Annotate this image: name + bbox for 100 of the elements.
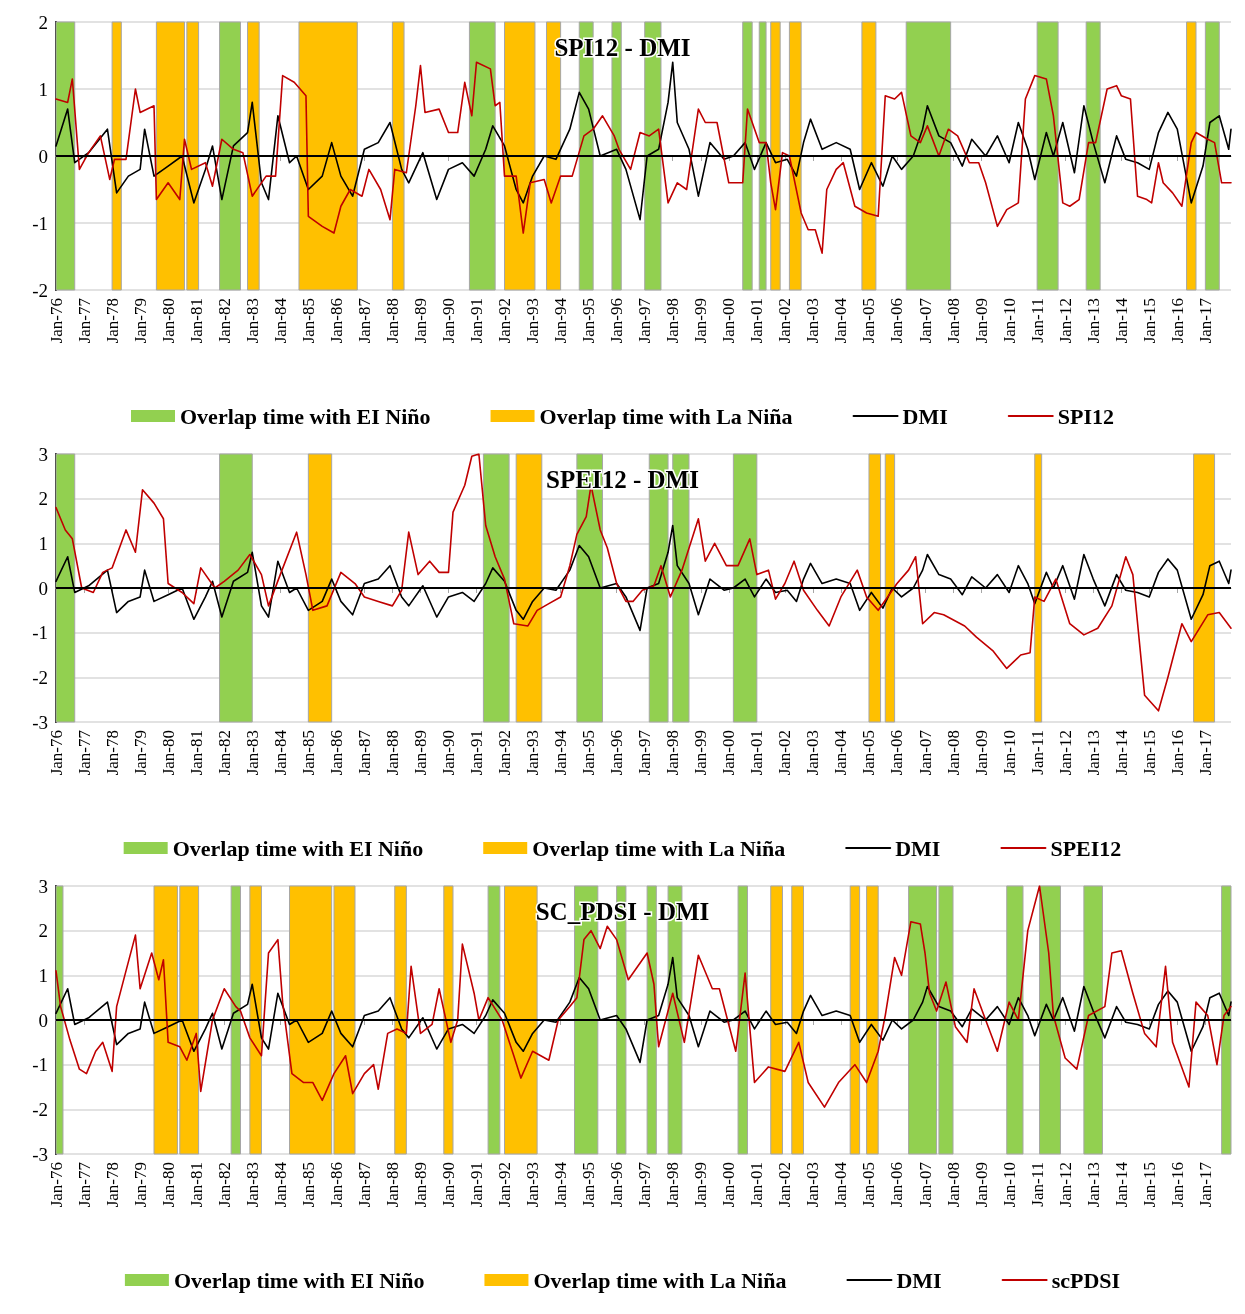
x-tick-label: Jan-92 bbox=[495, 298, 515, 344]
x-tick-label: Jan-04 bbox=[831, 729, 851, 776]
x-tick-label: Jan-91 bbox=[467, 298, 486, 344]
x-tick-label: Jan-87 bbox=[354, 1161, 374, 1208]
x-tick-label: Jan-06 bbox=[887, 730, 907, 776]
x-tick-label: Jan-78 bbox=[102, 298, 122, 344]
x-tick-label: Jan-89 bbox=[410, 298, 430, 344]
x-tick-label: Jan-92 bbox=[495, 730, 515, 776]
x-tick-label: Jan-79 bbox=[130, 1162, 150, 1208]
x-tick-label: Jan-77 bbox=[74, 297, 94, 344]
x-tick-label: Jan-97 bbox=[635, 729, 655, 776]
x-tick-label: Jan-10 bbox=[999, 1162, 1019, 1208]
x-tick-label: Jan-99 bbox=[691, 298, 711, 344]
x-tick-label: Jan-96 bbox=[607, 1162, 627, 1208]
x-tick-label: Jan-86 bbox=[326, 730, 346, 776]
x-tick-label: Jan-88 bbox=[382, 730, 402, 776]
legend-label: scPDSI bbox=[1051, 1267, 1121, 1293]
x-tick-label: Jan-98 bbox=[663, 298, 683, 344]
x-tick-label: Jan-87 bbox=[354, 297, 374, 344]
y-tick-label: 3 bbox=[38, 875, 48, 897]
x-tick-label: Jan-85 bbox=[298, 730, 318, 776]
x-tick-label: Jan-93 bbox=[523, 730, 543, 776]
x-tick-label: Jan-13 bbox=[1083, 730, 1103, 776]
x-tick-label: Jan-83 bbox=[242, 298, 262, 344]
x-tick-label: Jan-91 bbox=[467, 1162, 486, 1208]
x-tick-label: Jan-81 bbox=[186, 730, 206, 776]
legend-label: DMI bbox=[895, 835, 941, 861]
x-tick-label: Jan-11 bbox=[1027, 730, 1047, 775]
x-tick-label: Jan-17 bbox=[1195, 297, 1215, 344]
x-tick-label: Jan-78 bbox=[102, 1162, 122, 1208]
line-series bbox=[55, 885, 1232, 1108]
x-tick-label: Jan-09 bbox=[971, 1162, 991, 1208]
x-tick-label: Jan-09 bbox=[971, 298, 991, 344]
x-tick-label: Jan-04 bbox=[831, 1161, 851, 1208]
line-series bbox=[55, 956, 1232, 1064]
x-tick-label: Jan-88 bbox=[382, 1162, 402, 1208]
x-tick-label: Jan-81 bbox=[186, 1162, 206, 1208]
y-tick-label: -1 bbox=[32, 1054, 48, 1076]
x-tick-label: Jan-76 bbox=[46, 1162, 66, 1208]
x-tick-label: Jan-76 bbox=[46, 730, 66, 776]
x-tick-label: Jan-14 bbox=[1111, 1161, 1131, 1208]
y-tick-label: 1 bbox=[38, 532, 48, 554]
y-tick-label: -2 bbox=[32, 1098, 48, 1120]
y-tick-label: 1 bbox=[38, 964, 48, 986]
line-series bbox=[55, 453, 1232, 712]
x-tick-label: Jan-78 bbox=[102, 730, 122, 776]
x-tick-label: Jan-84 bbox=[270, 729, 290, 776]
x-tick-label: Jan-15 bbox=[1139, 1162, 1159, 1208]
x-tick-label: Jan-89 bbox=[410, 1162, 430, 1208]
x-tick-label: Jan-16 bbox=[1167, 730, 1187, 776]
x-tick-label: Jan-99 bbox=[691, 730, 711, 776]
x-tick-label: Jan-09 bbox=[971, 730, 991, 776]
y-tick-label: 0 bbox=[38, 145, 48, 167]
y-tick-label: 1 bbox=[38, 78, 48, 100]
x-tick-label: Jan-10 bbox=[999, 298, 1019, 344]
legend-label: DMI bbox=[896, 1267, 942, 1293]
x-tick-label: Jan-84 bbox=[270, 1161, 290, 1208]
x-tick-label: Jan-02 bbox=[775, 1162, 795, 1208]
y-tick-label: 3 bbox=[38, 443, 48, 465]
x-tick-label: Jan-94 bbox=[551, 1161, 571, 1208]
x-tick-label: Jan-05 bbox=[859, 730, 879, 776]
y-tick-label: 0 bbox=[38, 1009, 48, 1031]
x-tick-label: Jan-80 bbox=[158, 298, 178, 344]
y-tick-label: 2 bbox=[38, 11, 48, 33]
x-tick-label: Jan-10 bbox=[999, 730, 1019, 776]
x-tick-label: Jan-87 bbox=[354, 729, 374, 776]
x-tick-label: Jan-05 bbox=[859, 1162, 879, 1208]
y-tick-label: -1 bbox=[32, 212, 48, 234]
x-tick-label: Jan-79 bbox=[130, 730, 150, 776]
legend-label: Overlap time with EI Niño bbox=[172, 835, 424, 861]
x-tick-label: Jan-77 bbox=[74, 1161, 94, 1208]
x-tick-label: Jan-96 bbox=[607, 730, 627, 776]
x-tick-label: Jan-77 bbox=[74, 729, 94, 776]
x-tick-label: Jan-95 bbox=[579, 730, 599, 776]
y-tick-label: 0 bbox=[38, 577, 48, 599]
x-tick-label: Jan-17 bbox=[1195, 729, 1215, 776]
x-tick-label: Jan-85 bbox=[298, 1162, 318, 1208]
x-tick-label: Jan-76 bbox=[46, 298, 66, 344]
x-tick-label: Jan-04 bbox=[831, 297, 851, 344]
x-tick-label: Jan-99 bbox=[691, 1162, 711, 1208]
x-tick-label: Jan-01 bbox=[747, 298, 767, 344]
x-tick-label: Jan-79 bbox=[130, 298, 150, 344]
x-tick-label: Jan-98 bbox=[663, 1162, 683, 1208]
x-tick-label: Jan-81 bbox=[186, 298, 206, 344]
x-tick-label: Jan-01 bbox=[747, 730, 767, 776]
x-tick-label: Jan-15 bbox=[1139, 730, 1159, 776]
x-tick-label: Jan-82 bbox=[214, 1162, 234, 1208]
x-tick-label: Jan-11 bbox=[1027, 1162, 1047, 1207]
x-tick-label: Jan-13 bbox=[1083, 298, 1103, 344]
x-tick-label: Jan-90 bbox=[438, 730, 458, 776]
x-tick-label: Jan-07 bbox=[915, 729, 935, 776]
x-tick-label: Jan-05 bbox=[859, 298, 879, 344]
x-tick-label: Jan-14 bbox=[1111, 297, 1131, 344]
x-tick-label: Jan-07 bbox=[915, 1161, 935, 1208]
x-tick-label: Jan-86 bbox=[326, 1162, 346, 1208]
x-tick-label: Jan-84 bbox=[270, 297, 290, 344]
x-tick-label: Jan-94 bbox=[551, 729, 571, 776]
x-tick-label: Jan-12 bbox=[1055, 298, 1075, 344]
x-tick-label: Jan-17 bbox=[1195, 1161, 1215, 1208]
x-tick-label: Jan-00 bbox=[719, 1162, 739, 1208]
